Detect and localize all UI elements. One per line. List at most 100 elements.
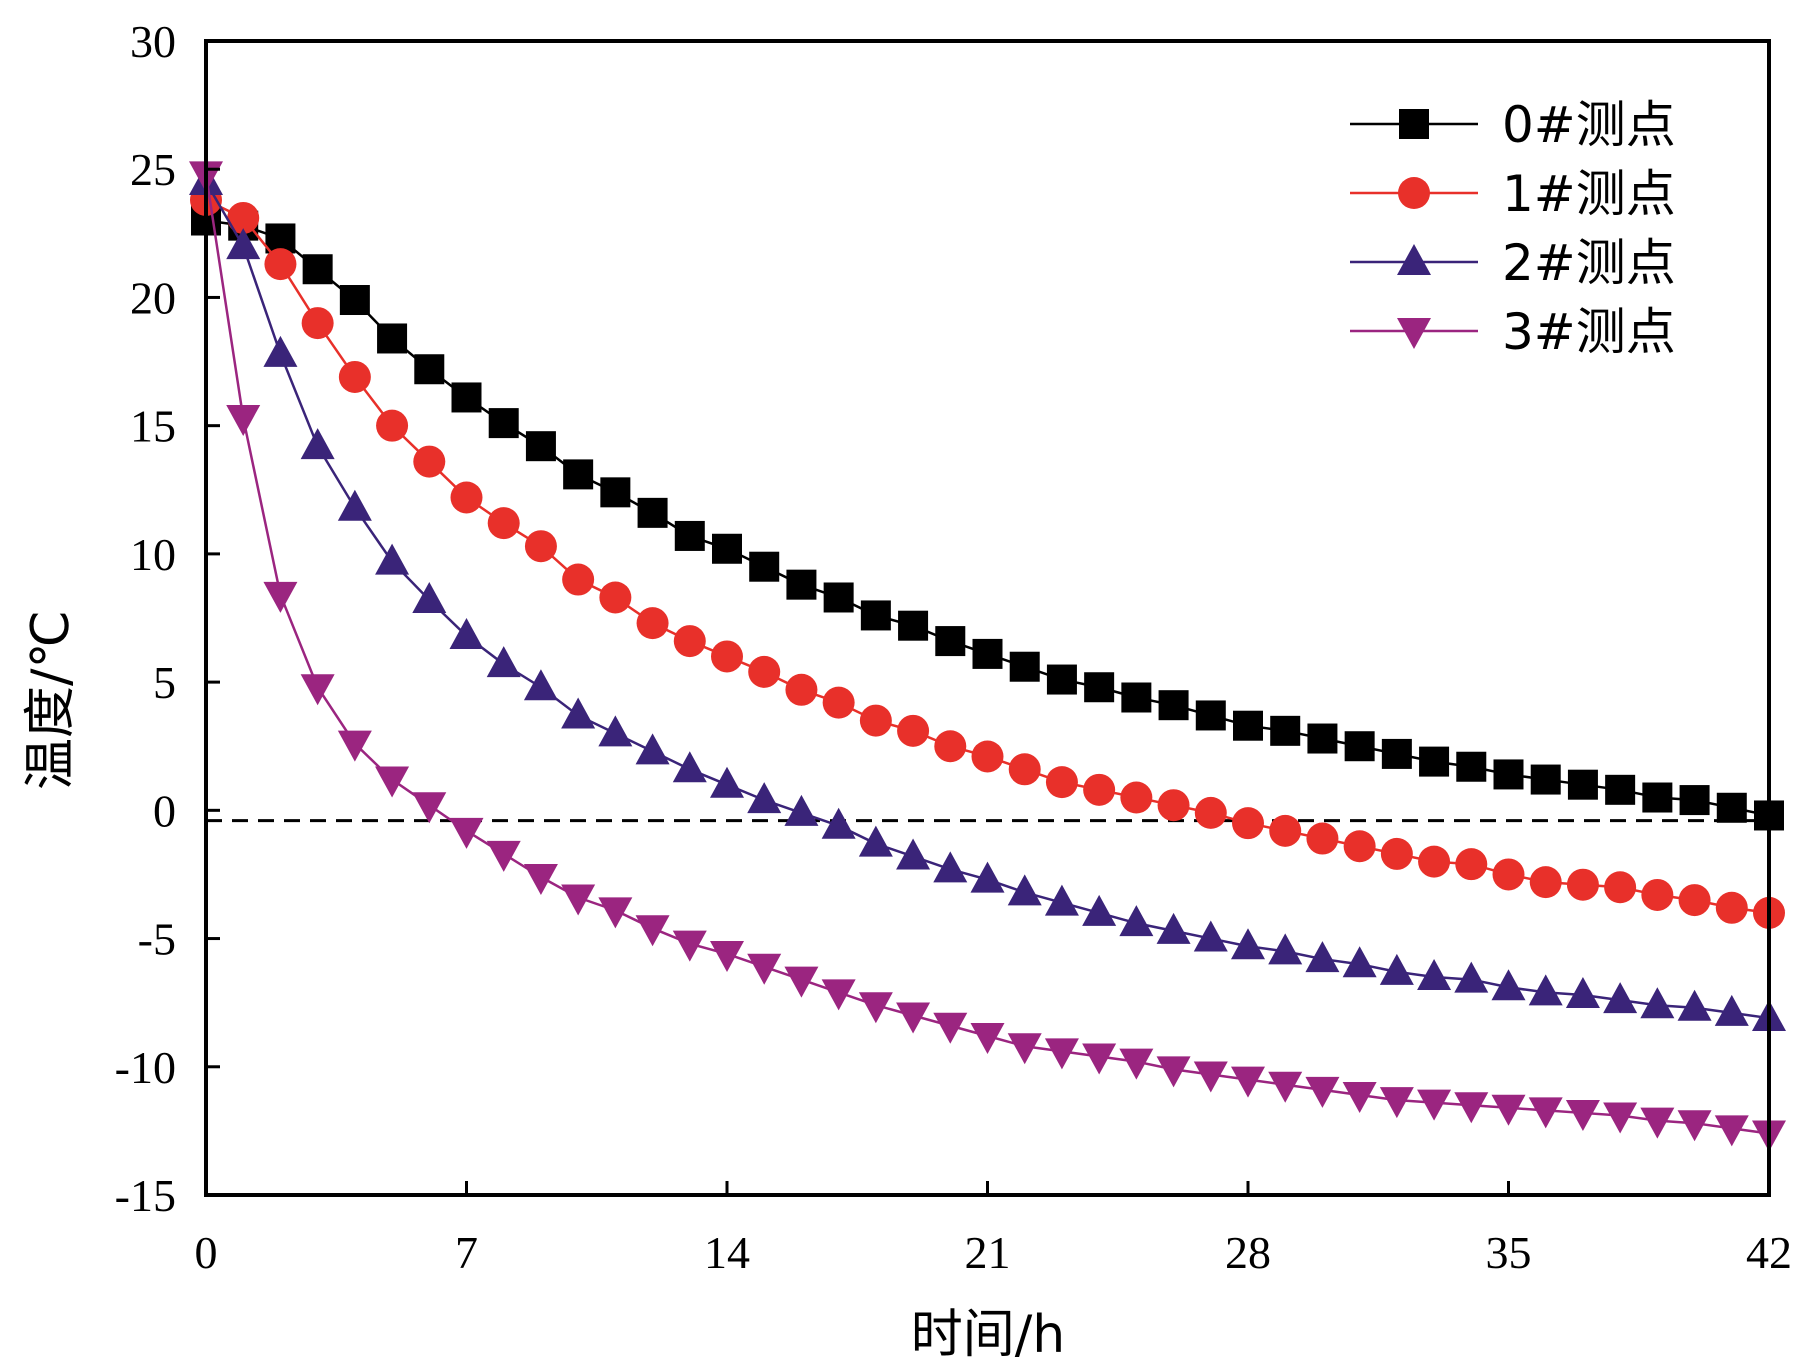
data-point [1716,792,1747,823]
data-point [971,740,1004,773]
data-point [375,543,410,575]
data-point [635,733,670,765]
data-point [672,751,707,783]
data-point [600,477,631,508]
data-point [1120,781,1153,814]
legend-label: 3#测点 [1502,303,1676,361]
data-point [1529,866,1562,899]
data-point [1195,700,1226,731]
data-point [1605,774,1636,805]
data-point [1193,1061,1228,1093]
data-point [821,807,856,839]
data-point [486,840,521,872]
data-point [523,669,558,701]
data-point [300,674,335,706]
data-point [412,582,447,614]
data-point [414,354,445,385]
data-point [1046,664,1077,695]
data-point [376,409,409,442]
data-point [561,697,596,729]
data-point [1084,672,1115,703]
y-tick-label: -5 [138,914,176,965]
data-point [337,730,372,762]
data-point [823,582,854,613]
y-tick-label: 20 [130,272,176,323]
data-point [1306,822,1339,855]
legend-item-0: 0#测点 [1350,96,1676,154]
data-point [822,686,855,719]
data-point [1642,782,1673,813]
data-point [302,254,333,285]
data-point [300,428,335,460]
data-point [1305,1076,1340,1108]
data-point [226,228,261,260]
data-point [1343,830,1376,863]
series-3 [189,161,1786,1152]
data-point [1305,941,1340,973]
data-point [1381,738,1412,769]
data-point [1380,837,1413,870]
y-axis-title: 温度/℃ [21,610,81,790]
data-point [1156,1056,1191,1088]
y-tick-label: 5 [153,657,176,708]
data-point [1417,1089,1452,1121]
data-point [784,794,819,826]
data-point [1342,946,1377,978]
data-point [1603,982,1638,1014]
x-tick-label: 42 [1746,1227,1792,1278]
data-point [1714,1115,1749,1147]
data-point [1008,753,1041,786]
data-point [1342,1081,1377,1113]
data-point [1566,868,1599,901]
legend-marker [1397,244,1431,275]
data-point [748,655,781,688]
data-point [1307,723,1338,754]
series-2 [189,164,1786,1032]
data-point [860,600,891,631]
data-point [1528,974,1563,1006]
data-point [1491,1094,1526,1126]
data-point [858,992,893,1024]
data-point [563,459,594,490]
data-point [970,861,1005,893]
x-tick-label: 0 [195,1227,218,1278]
x-tick-label: 28 [1225,1227,1271,1278]
data-point [561,884,596,916]
series-1 [190,183,1785,929]
x-tick-label: 14 [704,1227,750,1278]
data-point [786,569,817,600]
y-tick-label: -10 [115,1042,176,1093]
data-point [1379,1087,1414,1119]
data-point [710,766,744,798]
data-point [1604,871,1637,904]
legend-marker [1397,318,1431,349]
data-point [1082,1043,1117,1075]
data-point [449,817,484,849]
data-point [598,715,633,747]
data-point [449,617,484,649]
data-point [1007,1033,1042,1065]
data-point [1454,961,1489,993]
data-point [1419,746,1450,777]
data-point [523,864,558,896]
x-tick-label: 21 [965,1227,1011,1278]
data-point [1157,789,1190,822]
data-point [933,851,968,883]
data-point [1269,814,1302,847]
data-point [896,1002,931,1034]
series-0 [191,205,1784,831]
data-point [1454,1092,1489,1124]
data-point [264,248,297,281]
data-point [1677,989,1712,1021]
data-point [338,360,371,393]
data-point [1121,682,1152,713]
data-point [672,930,707,962]
data-point [1044,1038,1079,1070]
data-point [599,581,632,614]
axis-layer: 0 7 14 21 28 35 42 -15 -10 -5 0 5 10 15 20 25 30 [115,16,1792,1278]
data-point [1456,751,1487,782]
data-point [972,638,1003,669]
data-point [636,607,669,640]
data-point [1379,953,1414,985]
